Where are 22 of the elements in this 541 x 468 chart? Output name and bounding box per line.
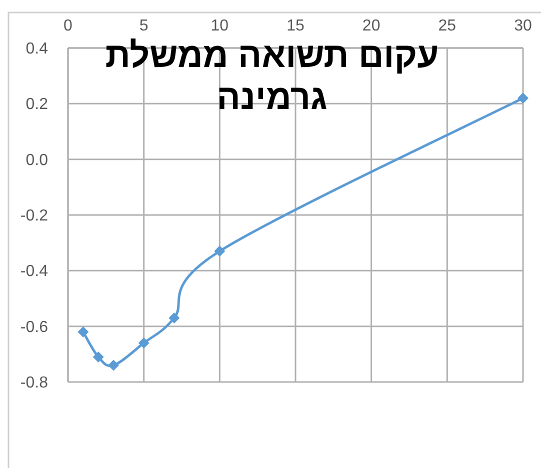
x-tick-label: 20 — [362, 18, 380, 34]
x-tick-label: 10 — [210, 18, 229, 34]
y-tick-label: -0.4 — [20, 263, 48, 280]
y-tick-label: 0.2 — [26, 96, 48, 114]
point — [78, 326, 89, 338]
x-tick-label: 15 — [286, 18, 304, 34]
y-tick-label: -0.2 — [20, 208, 48, 224]
y-tick-label: 0.0 — [26, 152, 48, 169]
x-tick-label: 5 — [139, 18, 148, 34]
x-tick-label: 30 — [514, 18, 532, 34]
point — [92, 351, 104, 362]
point — [138, 338, 150, 349]
x-tick-label: 0 — [64, 18, 73, 34]
point — [214, 246, 226, 257]
point — [518, 92, 528, 104]
chart-title: עקום תשואה ממשלת גרמינה — [104, 35, 440, 119]
point — [168, 312, 180, 324]
point — [108, 360, 119, 371]
x-tick-label: 25 — [438, 18, 456, 34]
y-tick-label: -0.8 — [20, 374, 48, 392]
y-tick-label: 0.4 — [26, 40, 48, 58]
y-tick-label: -0.6 — [20, 318, 48, 336]
